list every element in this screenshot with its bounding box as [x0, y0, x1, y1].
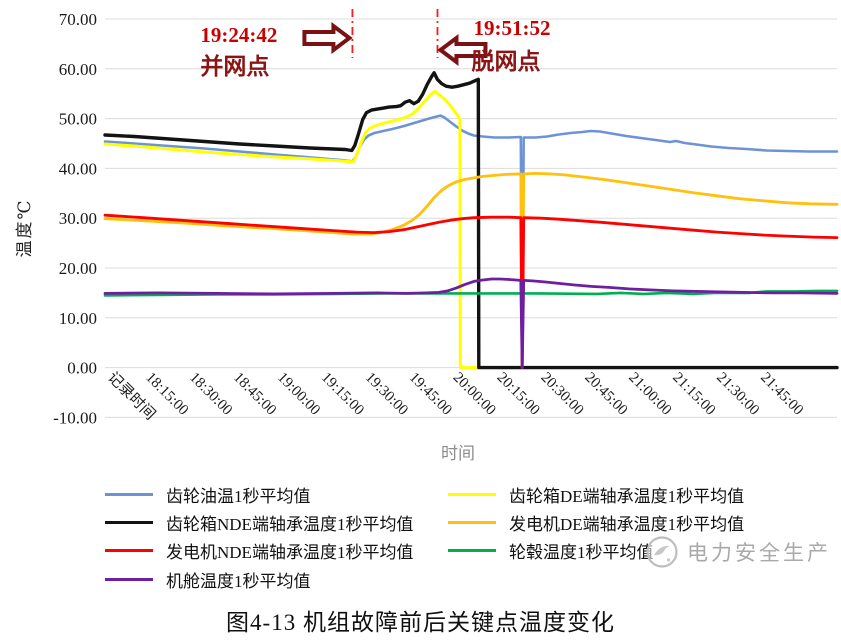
x-tick-label: 20:15:00	[494, 370, 543, 419]
series-line-1	[103, 89, 839, 370]
y-tick-label: -10.00	[53, 408, 97, 427]
x-tick-label: 19:30:00	[362, 370, 411, 419]
chart-legend: 齿轮油温1秒平均值 齿轮箱DE端轴承温度1秒平均值齿轮箱NDE端轴承温度1秒平均值…	[105, 481, 805, 596]
left-block-arrow-icon	[437, 34, 488, 66]
figure-caption: 图4-13 机组故障前后关键点温度变化	[226, 610, 615, 635]
y-tick-label: 60.00	[59, 60, 97, 79]
legend-label: 机舱温度1秒平均值	[166, 571, 311, 591]
legend-item: 发电机DE端轴承温度1秒平均值	[448, 509, 744, 535]
temperature-line-chart: 70.00 60.00 50.00 40.00 30.00 20.00 10.00 0.00 -…	[15, 9, 839, 463]
event-point-label-0: 并网点	[200, 53, 269, 79]
legend-swatch	[105, 492, 153, 496]
legend-label: 轮毂温度1秒平均值	[509, 543, 654, 563]
legend-label: 齿轮油温1秒平均值	[166, 486, 311, 506]
legend-swatch	[105, 520, 153, 524]
legend-label: 发电机DE端轴承温度1秒平均值	[509, 514, 745, 534]
y-tick-label: 40.00	[59, 159, 97, 178]
legend-item: 轮毂温度1秒平均值	[448, 538, 654, 564]
legend-item: 齿轮油温1秒平均值	[105, 481, 311, 507]
series-line-6	[103, 277, 839, 370]
x-tick-label: 18:30:00	[186, 370, 235, 419]
x-axis-title: 时间	[441, 444, 475, 463]
x-tick-label: 19:15:00	[318, 370, 367, 419]
legend-swatch	[448, 520, 496, 524]
right-block-arrow-icon	[302, 22, 353, 54]
x-tick-label: 21:30:00	[713, 370, 762, 419]
event-point-label-1: 脱网点	[471, 48, 540, 74]
legend-item: 齿轮箱NDE端轴承温度1秒平均值	[105, 509, 413, 535]
legend-swatch	[105, 549, 153, 553]
event-time-label-0: 19:24:42	[200, 23, 277, 47]
legend-item: 发电机NDE端轴承温度1秒平均值	[105, 538, 413, 564]
x-tick-label: 21:00:00	[625, 370, 674, 419]
x-tick-label: 20:00:00	[450, 370, 499, 419]
legend-item: 齿轮箱DE端轴承温度1秒平均值	[448, 481, 744, 507]
legend-swatch	[105, 577, 153, 581]
legend-item: 机舱温度1秒平均值	[105, 566, 311, 592]
legend-swatch	[448, 492, 496, 496]
y-tick-label: 10.00	[59, 309, 97, 328]
y-tick-label: 0.00	[67, 359, 97, 378]
y-tick-label: 30.00	[59, 209, 97, 228]
x-tick-label: 21:15:00	[669, 370, 718, 419]
legend-label: 齿轮箱DE端轴承温度1秒平均值	[509, 486, 745, 506]
legend-swatch	[448, 549, 496, 553]
x-tick-label: 19:00:00	[274, 370, 323, 419]
y-tick-label: 70.00	[59, 10, 97, 29]
series-line-3	[103, 171, 839, 370]
watermark: 电力安全生产	[644, 533, 831, 571]
series-line-4	[103, 213, 839, 370]
x-tick-label: 20:30:00	[538, 370, 587, 419]
x-tick-label: 20:45:00	[581, 370, 630, 419]
y-tick-label: 20.00	[59, 259, 97, 278]
series-line-2	[103, 71, 839, 370]
y-axis-title: 温度℃	[15, 198, 34, 257]
watermark-logo-icon	[646, 536, 678, 568]
watermark-text: 电力安全生产	[687, 542, 831, 565]
event-time-label-1: 19:51:52	[473, 16, 550, 40]
x-tick-label: 21:45:00	[757, 370, 806, 419]
legend-label: 齿轮箱NDE端轴承温度1秒平均值	[166, 514, 414, 534]
x-tick-label: 19:45:00	[406, 370, 455, 419]
y-tick-label: 50.00	[59, 110, 97, 129]
x-tick-label: 18:45:00	[230, 370, 279, 419]
legend-label: 发电机NDE端轴承温度1秒平均值	[166, 543, 414, 563]
